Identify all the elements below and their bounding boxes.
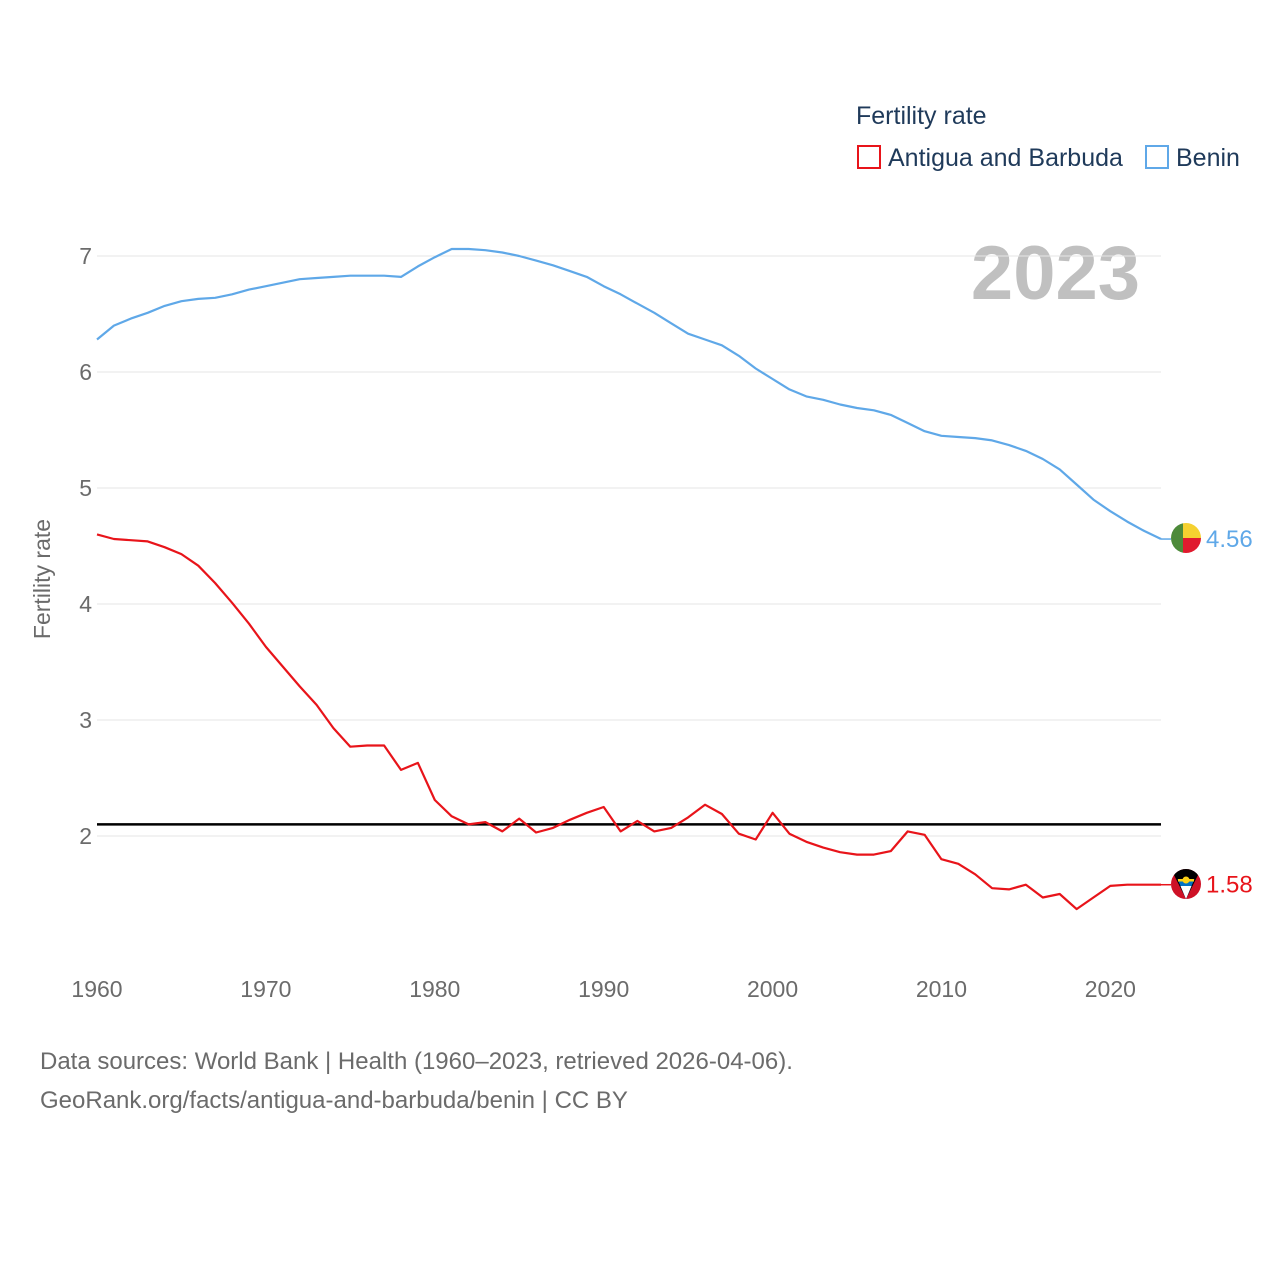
x-tick-label: 2020 (1085, 976, 1136, 1002)
data-source-footer: Data sources: World Bank | Health (1960–… (40, 1042, 793, 1120)
x-tick-label: 2010 (916, 976, 967, 1002)
grid-lines (97, 255, 1161, 837)
x-tick-label: 1990 (578, 976, 629, 1002)
legend-label-benin[interactable]: Benin (1176, 144, 1240, 172)
x-tick-label: 2000 (747, 976, 798, 1002)
source-line-1: Data sources: World Bank | Health (1960–… (40, 1048, 793, 1075)
y-tick-label: 4 (79, 591, 92, 617)
year-label: 2023 (971, 231, 1140, 316)
legend-swatch-antigua (857, 145, 881, 169)
y-tick-label: 3 (79, 707, 92, 733)
legend-label-antigua[interactable]: Antigua and Barbuda (888, 144, 1123, 172)
y-axis-ticks: 2 3 4 5 6 7 (79, 243, 92, 849)
y-tick-label: 2 (79, 823, 92, 849)
y-tick-label: 7 (79, 243, 92, 269)
series-line-antigua-and-barbuda[interactable] (96, 533, 1161, 911)
legend-title: Fertility rate (856, 102, 987, 130)
y-tick-label: 6 (79, 359, 92, 385)
y-axis-label: Fertility rate (29, 519, 55, 639)
series-line-benin[interactable] (96, 247, 1162, 540)
benin-flag-icon (1171, 523, 1201, 553)
antigua-flag-icon (1171, 869, 1201, 899)
x-tick-label: 1960 (71, 976, 122, 1002)
x-axis-ticks: 1960 1970 1980 1990 2000 2010 2020 (71, 976, 1136, 1002)
x-tick-label: 1970 (240, 976, 291, 1002)
end-value-label-antigua-and-barbuda: 1.58 (1206, 872, 1253, 899)
legend-swatch-benin (1145, 145, 1169, 169)
x-tick-label: 1980 (409, 976, 460, 1002)
source-line-2: GeoRank.org/facts/antigua-and-barbuda/be… (40, 1087, 628, 1114)
y-tick-label: 5 (79, 475, 92, 501)
end-value-label-benin: 4.56 (1206, 526, 1253, 553)
series-lines (96, 247, 1162, 911)
series-end-markers: 1.58 4.56 (1161, 523, 1253, 899)
